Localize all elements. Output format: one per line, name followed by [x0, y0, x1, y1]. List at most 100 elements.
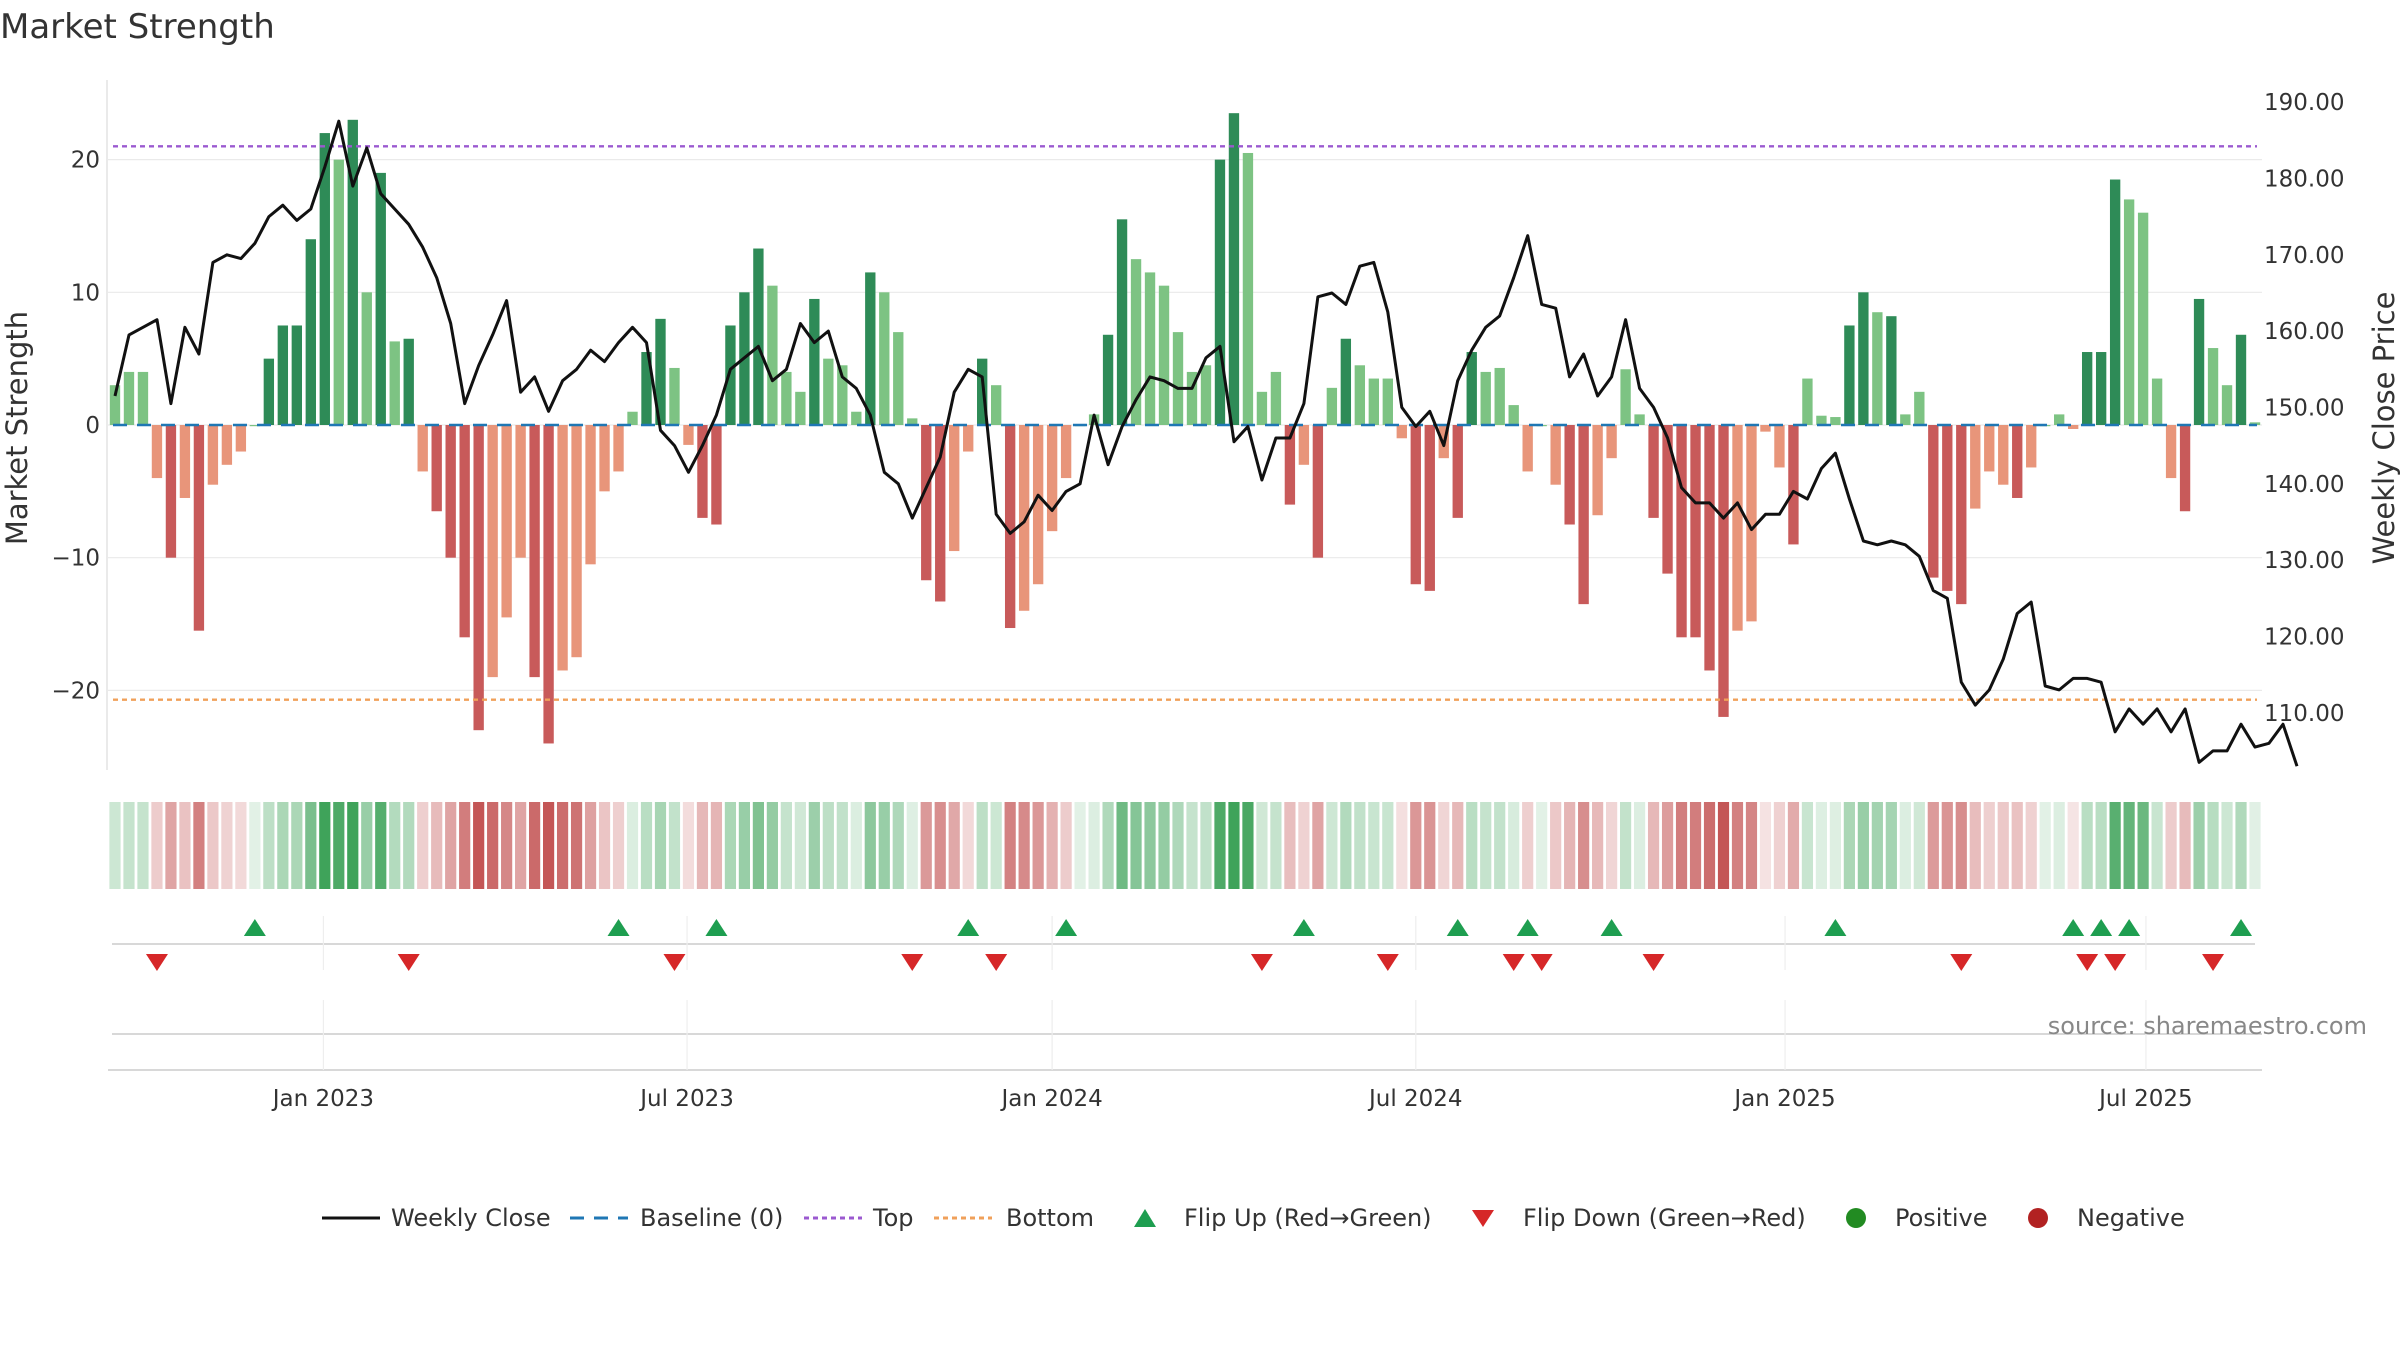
flip-up-marker: [2230, 919, 2253, 936]
x-tick-label: Jan 2024: [999, 1086, 1102, 1112]
strength-bar: [1242, 152, 1254, 425]
strength-bar: [2193, 298, 2205, 425]
strength-bar: [1284, 425, 1296, 505]
strength-bar: [585, 425, 596, 565]
heat-cell: [1801, 802, 1814, 889]
strength-bar: [2151, 378, 2163, 425]
legend: Weekly Close Baseline (0) Top Bottom Flip Up…: [322, 1204, 2185, 1232]
flip-down-marker: [1502, 954, 1525, 971]
heat-cell: [584, 802, 597, 889]
heat-cell: [501, 802, 513, 889]
strength-bar: [1844, 325, 1855, 425]
x-tick-label: Jul 2023: [638, 1086, 734, 1112]
heat-cell: [1857, 802, 1869, 889]
heat-cell: [1214, 802, 1226, 889]
heat-cell: [2011, 802, 2023, 889]
flip-down-marker: [1530, 954, 1553, 971]
strength-bar: [711, 425, 722, 525]
heat-cell: [962, 802, 974, 889]
legend-flip-up-swatch: [1134, 1209, 1156, 1227]
strength-bar: [291, 325, 302, 425]
strength-bar: [1620, 369, 1631, 425]
left-tick-label: −20: [51, 678, 100, 704]
flip-down-marker: [901, 954, 924, 971]
strength-bar: [389, 341, 400, 425]
heat-cell: [1424, 802, 1436, 889]
heat-cell: [1717, 802, 1730, 889]
heat-cell: [850, 802, 862, 889]
lower-panel: [108, 1000, 2262, 1071]
left-tick-label: 0: [85, 413, 100, 439]
heat-cell: [165, 802, 177, 889]
legend-flip-down-swatch: [1472, 1210, 1494, 1227]
strength-bar: [1396, 425, 1407, 439]
heat-cell: [1522, 802, 1534, 889]
right-tick-label: 190.00: [2264, 90, 2344, 116]
heat-cell: [2151, 802, 2163, 889]
flip-down-marker: [2104, 954, 2127, 971]
legend-flip-up-label: Flip Up (Red→Green): [1184, 1204, 1432, 1232]
heat-cell: [277, 802, 289, 889]
strength-bar: [1970, 425, 1981, 509]
legend-flip-down-label: Flip Down (Green→Red): [1523, 1204, 1806, 1232]
heat-cell: [1046, 802, 1058, 889]
strength-bars: [109, 113, 2261, 744]
heat-cell: [1606, 802, 1618, 889]
left-axis-label: Market Strength: [0, 311, 34, 545]
source-text: source: sharemaestro.com: [2048, 1012, 2367, 1040]
heat-cell: [1913, 802, 1925, 889]
strength-bar: [809, 298, 820, 425]
heat-cell: [1396, 802, 1408, 889]
heat-cell: [2123, 802, 2135, 889]
heat-cell: [347, 802, 359, 889]
strength-bar: [697, 425, 708, 518]
strength-bar: [445, 425, 456, 558]
strength-bar: [1718, 425, 1729, 717]
strength-bar: [599, 425, 610, 492]
heat-cell: [1466, 802, 1478, 889]
strength-bar: [151, 425, 163, 479]
strength-bar: [1018, 425, 1030, 611]
heat-cell: [235, 802, 247, 889]
heat-cell: [1284, 802, 1296, 889]
strength-bar: [1214, 159, 1226, 425]
strength-bar: [2095, 352, 2107, 425]
heat-cell: [1536, 802, 1548, 889]
legend-baseline-label: Baseline (0): [640, 1204, 783, 1232]
heat-cell: [109, 802, 121, 889]
strength-bar: [1788, 425, 1799, 545]
heat-cell: [640, 802, 653, 889]
strength-bar: [2068, 425, 2079, 429]
strength-bar: [515, 425, 526, 558]
right-tick-label: 110.00: [2264, 701, 2344, 727]
flip-up-marker: [1055, 919, 1078, 936]
heat-cell: [1983, 802, 1995, 889]
strength-bar: [2179, 425, 2191, 512]
heat-cell: [445, 802, 457, 889]
flip-up-marker: [2062, 919, 2085, 936]
strength-bar: [1634, 414, 1645, 425]
heat-cell: [389, 802, 401, 889]
strength-bar: [1032, 425, 1044, 585]
heat-cell: [1647, 802, 1660, 889]
strength-bar: [1522, 425, 1533, 472]
heat-cell: [1088, 802, 1100, 889]
heat-cell: [878, 802, 890, 889]
heat-cell: [515, 802, 527, 889]
strength-bar: [319, 133, 330, 426]
heat-cell: [1955, 802, 1967, 889]
weekly-close-series: [113, 119, 2299, 767]
heat-cell: [822, 802, 834, 889]
flip-down-marker: [145, 954, 168, 971]
heat-cell: [2165, 802, 2177, 889]
heat-cell: [696, 802, 709, 889]
strength-bar: [1312, 425, 1324, 558]
right-tick-label: 140.00: [2264, 472, 2344, 498]
strength-bar: [1004, 425, 1016, 629]
heat-cell: [1871, 802, 1883, 889]
heat-cell: [1843, 802, 1855, 889]
heat-cell: [305, 802, 317, 889]
heat-cell: [375, 802, 387, 889]
strength-bar: [1480, 371, 1491, 425]
